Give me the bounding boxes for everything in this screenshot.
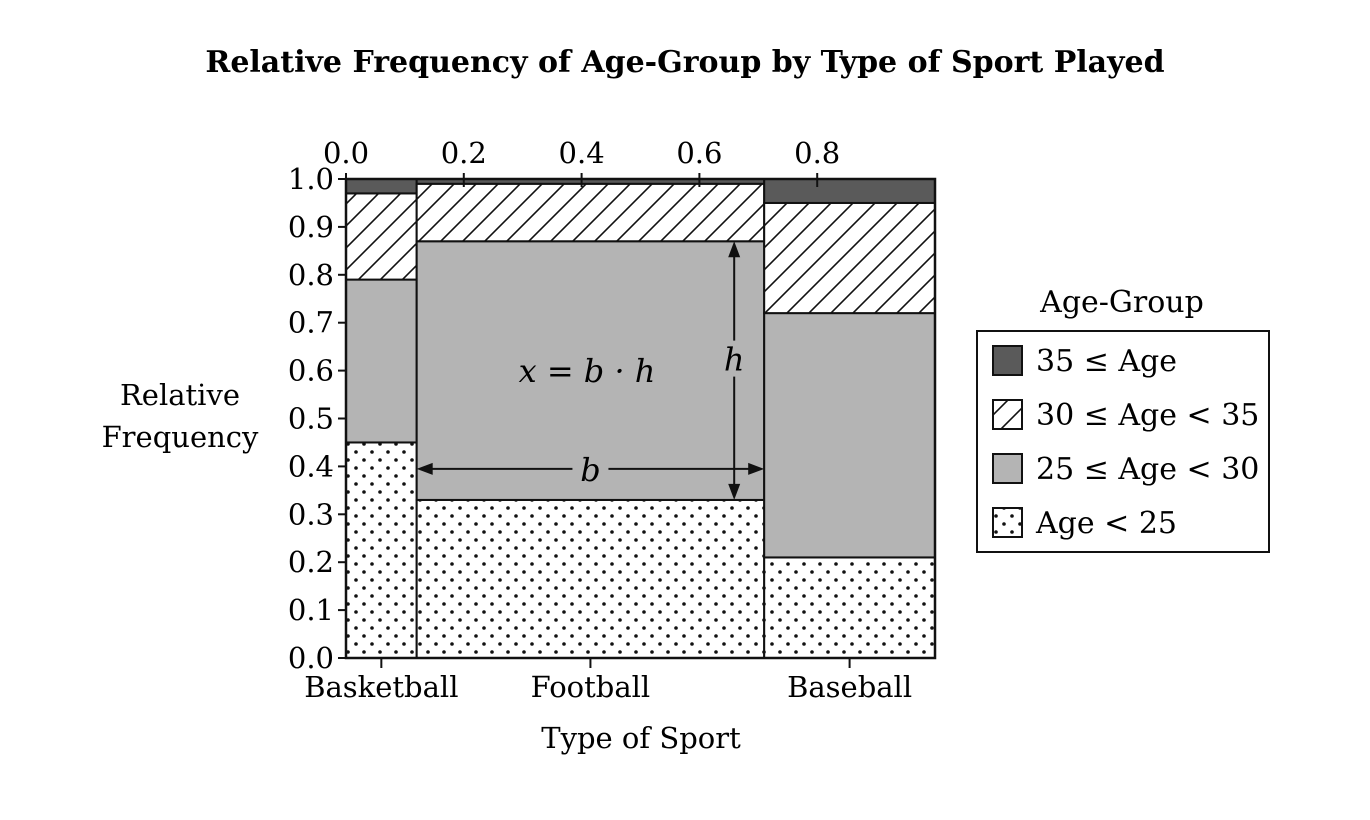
legend-label: 35 ≤ Age	[1036, 344, 1177, 379]
segment-basketball-hatch	[345, 192, 418, 281]
y-tick-label: 0.2	[288, 545, 334, 579]
chart-title: Relative Frequency of Age-Group by Type …	[205, 45, 1164, 80]
y-tick-label: 0.8	[288, 258, 334, 292]
b-label-bg	[572, 448, 609, 489]
annotation: h b x = b · h	[416, 241, 765, 500]
legend-swatch-gray	[992, 453, 1023, 484]
segment-baseball-dots	[763, 556, 936, 659]
legend-box	[976, 330, 1270, 553]
legend-label: 30 ≤ Age < 35	[1036, 398, 1259, 433]
segment-basketball-gray	[345, 278, 418, 444]
b-label: b	[580, 451, 600, 489]
category-label-football: Football	[531, 670, 651, 704]
segment-baseball-gray	[763, 312, 936, 559]
legend-label: Age < 25	[1035, 506, 1177, 541]
segment-baseball-dark	[763, 178, 936, 204]
segment-basketball-dots	[345, 441, 418, 660]
segment-baseball-hatch	[763, 201, 936, 315]
y-tick-label: 0.7	[288, 306, 334, 340]
y-tick-label: 0.9	[288, 210, 334, 244]
y-tick-label: 0.3	[288, 497, 334, 531]
y-tick-label: 0.0	[288, 641, 334, 675]
h-arrow-head-top	[728, 241, 741, 258]
legend-swatch-dark	[992, 345, 1023, 376]
y-axis-label-line-1: Relative	[120, 378, 240, 412]
top-tick-label: 0.2	[441, 136, 487, 170]
mosaic-segments	[344, 177, 937, 660]
y-tick-label: 0.1	[288, 593, 334, 627]
top-tick-label: 0.8	[794, 136, 840, 170]
category-label-baseball: Baseball	[787, 670, 912, 704]
segment-football-hatch	[415, 182, 766, 243]
y-tick-label: 0.6	[288, 354, 334, 388]
y-axis-label-line-2: Frequency	[102, 420, 259, 454]
top-tick-label: 0.4	[559, 136, 605, 170]
legend-swatch-dots	[992, 507, 1023, 538]
category-label-basketball: Basketball	[304, 670, 458, 704]
h-label-bg	[718, 340, 751, 377]
legend-swatch-hatch	[992, 399, 1023, 430]
y-tick-label: 1.0	[288, 162, 334, 196]
x-axis-categories: Basketball Football Baseball	[304, 658, 912, 704]
top-tick-label: 0.6	[676, 136, 722, 170]
h-label: h	[724, 341, 745, 379]
y-tick-label: 0.4	[288, 449, 334, 483]
y-tick-label: 0.5	[288, 402, 334, 436]
h-arrow-head-bottom	[728, 483, 741, 500]
formula-label: x = b · h	[519, 352, 656, 390]
legend-label: 25 ≤ Age < 30	[1036, 452, 1259, 487]
legend-title: Age-Group	[1039, 285, 1204, 320]
x-axis-label: Type of Sport	[541, 721, 741, 755]
top-tick-label: 0.0	[323, 136, 369, 170]
b-arrow-head-left	[416, 462, 433, 475]
segment-basketball-dark	[345, 178, 418, 195]
b-arrow-head-right	[748, 462, 765, 475]
y-axis: 0.0 0.1 0.2 0.3 0.4 0.5 0.6 0.7 0.8 0.9 1.0	[288, 162, 346, 675]
top-axis: 0.0 0.2 0.4 0.6 0.8	[323, 136, 840, 187]
legend: Age-Group 35 ≤ Age 30 ≤ Age < 35 25 ≤ Age …	[976, 285, 1270, 553]
segment-football-dots	[415, 498, 766, 659]
legend-items: 35 ≤ Age 30 ≤ Age < 35 25 ≤ Age < 30 Age < …	[992, 344, 1259, 541]
